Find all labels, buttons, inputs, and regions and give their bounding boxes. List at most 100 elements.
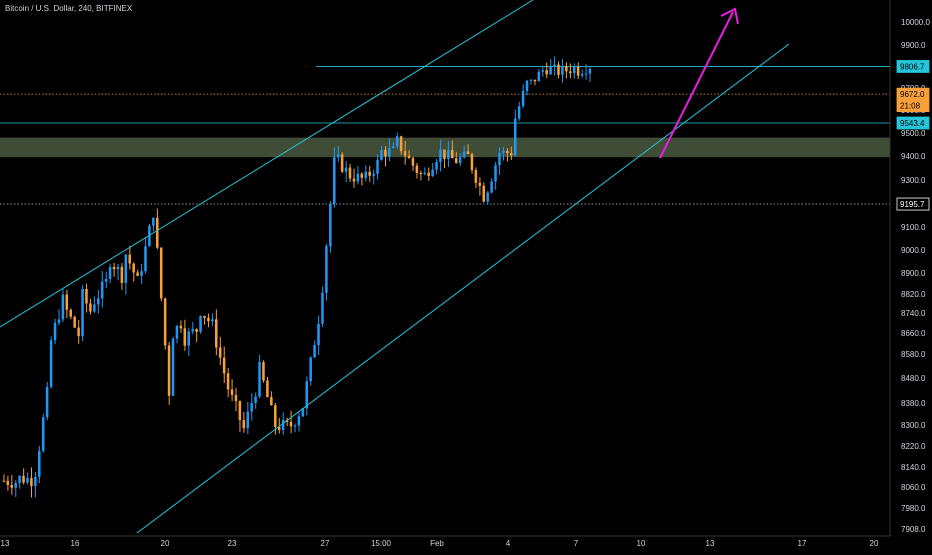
candle-body [557, 64, 560, 75]
candle-body [553, 64, 556, 67]
candle [411, 156, 415, 171]
candle-body [356, 173, 360, 182]
candle [293, 423, 297, 433]
candle-body [415, 165, 419, 173]
candle-body [482, 185, 485, 202]
candle [100, 270, 104, 308]
candle [529, 79, 533, 85]
candle-body [93, 304, 96, 312]
candle-body [458, 157, 462, 164]
candle-body [447, 149, 450, 160]
candle-body [435, 162, 438, 170]
y-tick-label: 9300.0 [901, 176, 926, 185]
candle [435, 158, 438, 175]
candle-body [128, 254, 131, 264]
candle [580, 69, 584, 78]
candle [163, 297, 167, 350]
x-tick-label: 10 [637, 539, 646, 548]
candle [289, 410, 293, 434]
candle [65, 289, 69, 319]
candle-body [57, 319, 61, 323]
candle-body [395, 136, 399, 147]
candle-body [474, 170, 478, 183]
candle-body [293, 425, 297, 427]
candle-body [242, 420, 246, 429]
channel-lower-line [136, 43, 790, 534]
candle-body [97, 298, 100, 305]
candle-body [85, 288, 88, 304]
candle [325, 243, 328, 301]
candle [144, 237, 147, 274]
candle-body [270, 397, 273, 406]
candle [364, 165, 367, 182]
candle [57, 309, 61, 326]
candle-body [372, 173, 375, 176]
candle-body [380, 149, 383, 160]
candle [93, 296, 96, 313]
candle [38, 445, 41, 484]
candle [490, 178, 493, 194]
candle-body [364, 171, 367, 178]
candle [53, 318, 57, 345]
y-tick-label: 9100.0 [901, 223, 926, 232]
candle [537, 68, 541, 82]
x-tick-label: 13 [706, 539, 715, 548]
candle [270, 391, 273, 406]
candle [246, 402, 249, 435]
candle [203, 315, 206, 325]
last-price-label: 9672.0 [900, 90, 925, 99]
candle-body [392, 146, 395, 148]
candle [85, 283, 88, 313]
candle [226, 367, 230, 398]
candle [317, 315, 320, 356]
candle [77, 319, 80, 344]
candle-body [49, 340, 53, 387]
candle-body [226, 373, 230, 390]
candle-body [136, 272, 139, 276]
candle-body [250, 403, 253, 412]
candle [352, 168, 356, 188]
countdown-label: 21:08 [900, 102, 921, 111]
candle [309, 356, 312, 386]
candle-body [336, 154, 340, 158]
candle-body [486, 192, 489, 202]
candle-body [510, 153, 513, 156]
candle [329, 201, 332, 253]
candle [211, 313, 214, 326]
x-tick-label: 15:00 [371, 539, 392, 548]
candle-body [34, 476, 37, 487]
candle [482, 182, 485, 203]
candle [215, 309, 218, 356]
candle [191, 321, 194, 335]
candle-body [163, 298, 167, 346]
candle-body [61, 294, 65, 320]
candle [356, 166, 360, 185]
candle [569, 63, 572, 79]
candle-body [502, 150, 505, 153]
candle [462, 145, 466, 159]
y-tick-label: 7908.0 [901, 525, 926, 534]
candle-body [262, 362, 265, 381]
candle-body [494, 165, 497, 182]
candle [262, 360, 265, 383]
candle [156, 208, 159, 250]
candle [183, 319, 187, 351]
candle-body [439, 149, 442, 163]
candle [340, 152, 344, 174]
candle-body [399, 136, 403, 152]
candle-body [199, 316, 202, 332]
candle [458, 153, 462, 167]
candle [466, 144, 470, 155]
candle [250, 393, 253, 421]
candle-body [195, 329, 198, 332]
candle [34, 471, 37, 498]
candle-body [423, 172, 426, 175]
x-tick-label: 13 [1, 539, 10, 548]
candle [41, 413, 45, 453]
candle-body [431, 169, 434, 176]
y-tick-label: 8060.0 [901, 483, 926, 492]
candle-body [533, 79, 537, 82]
y-tick-label: 8140.0 [901, 463, 926, 472]
